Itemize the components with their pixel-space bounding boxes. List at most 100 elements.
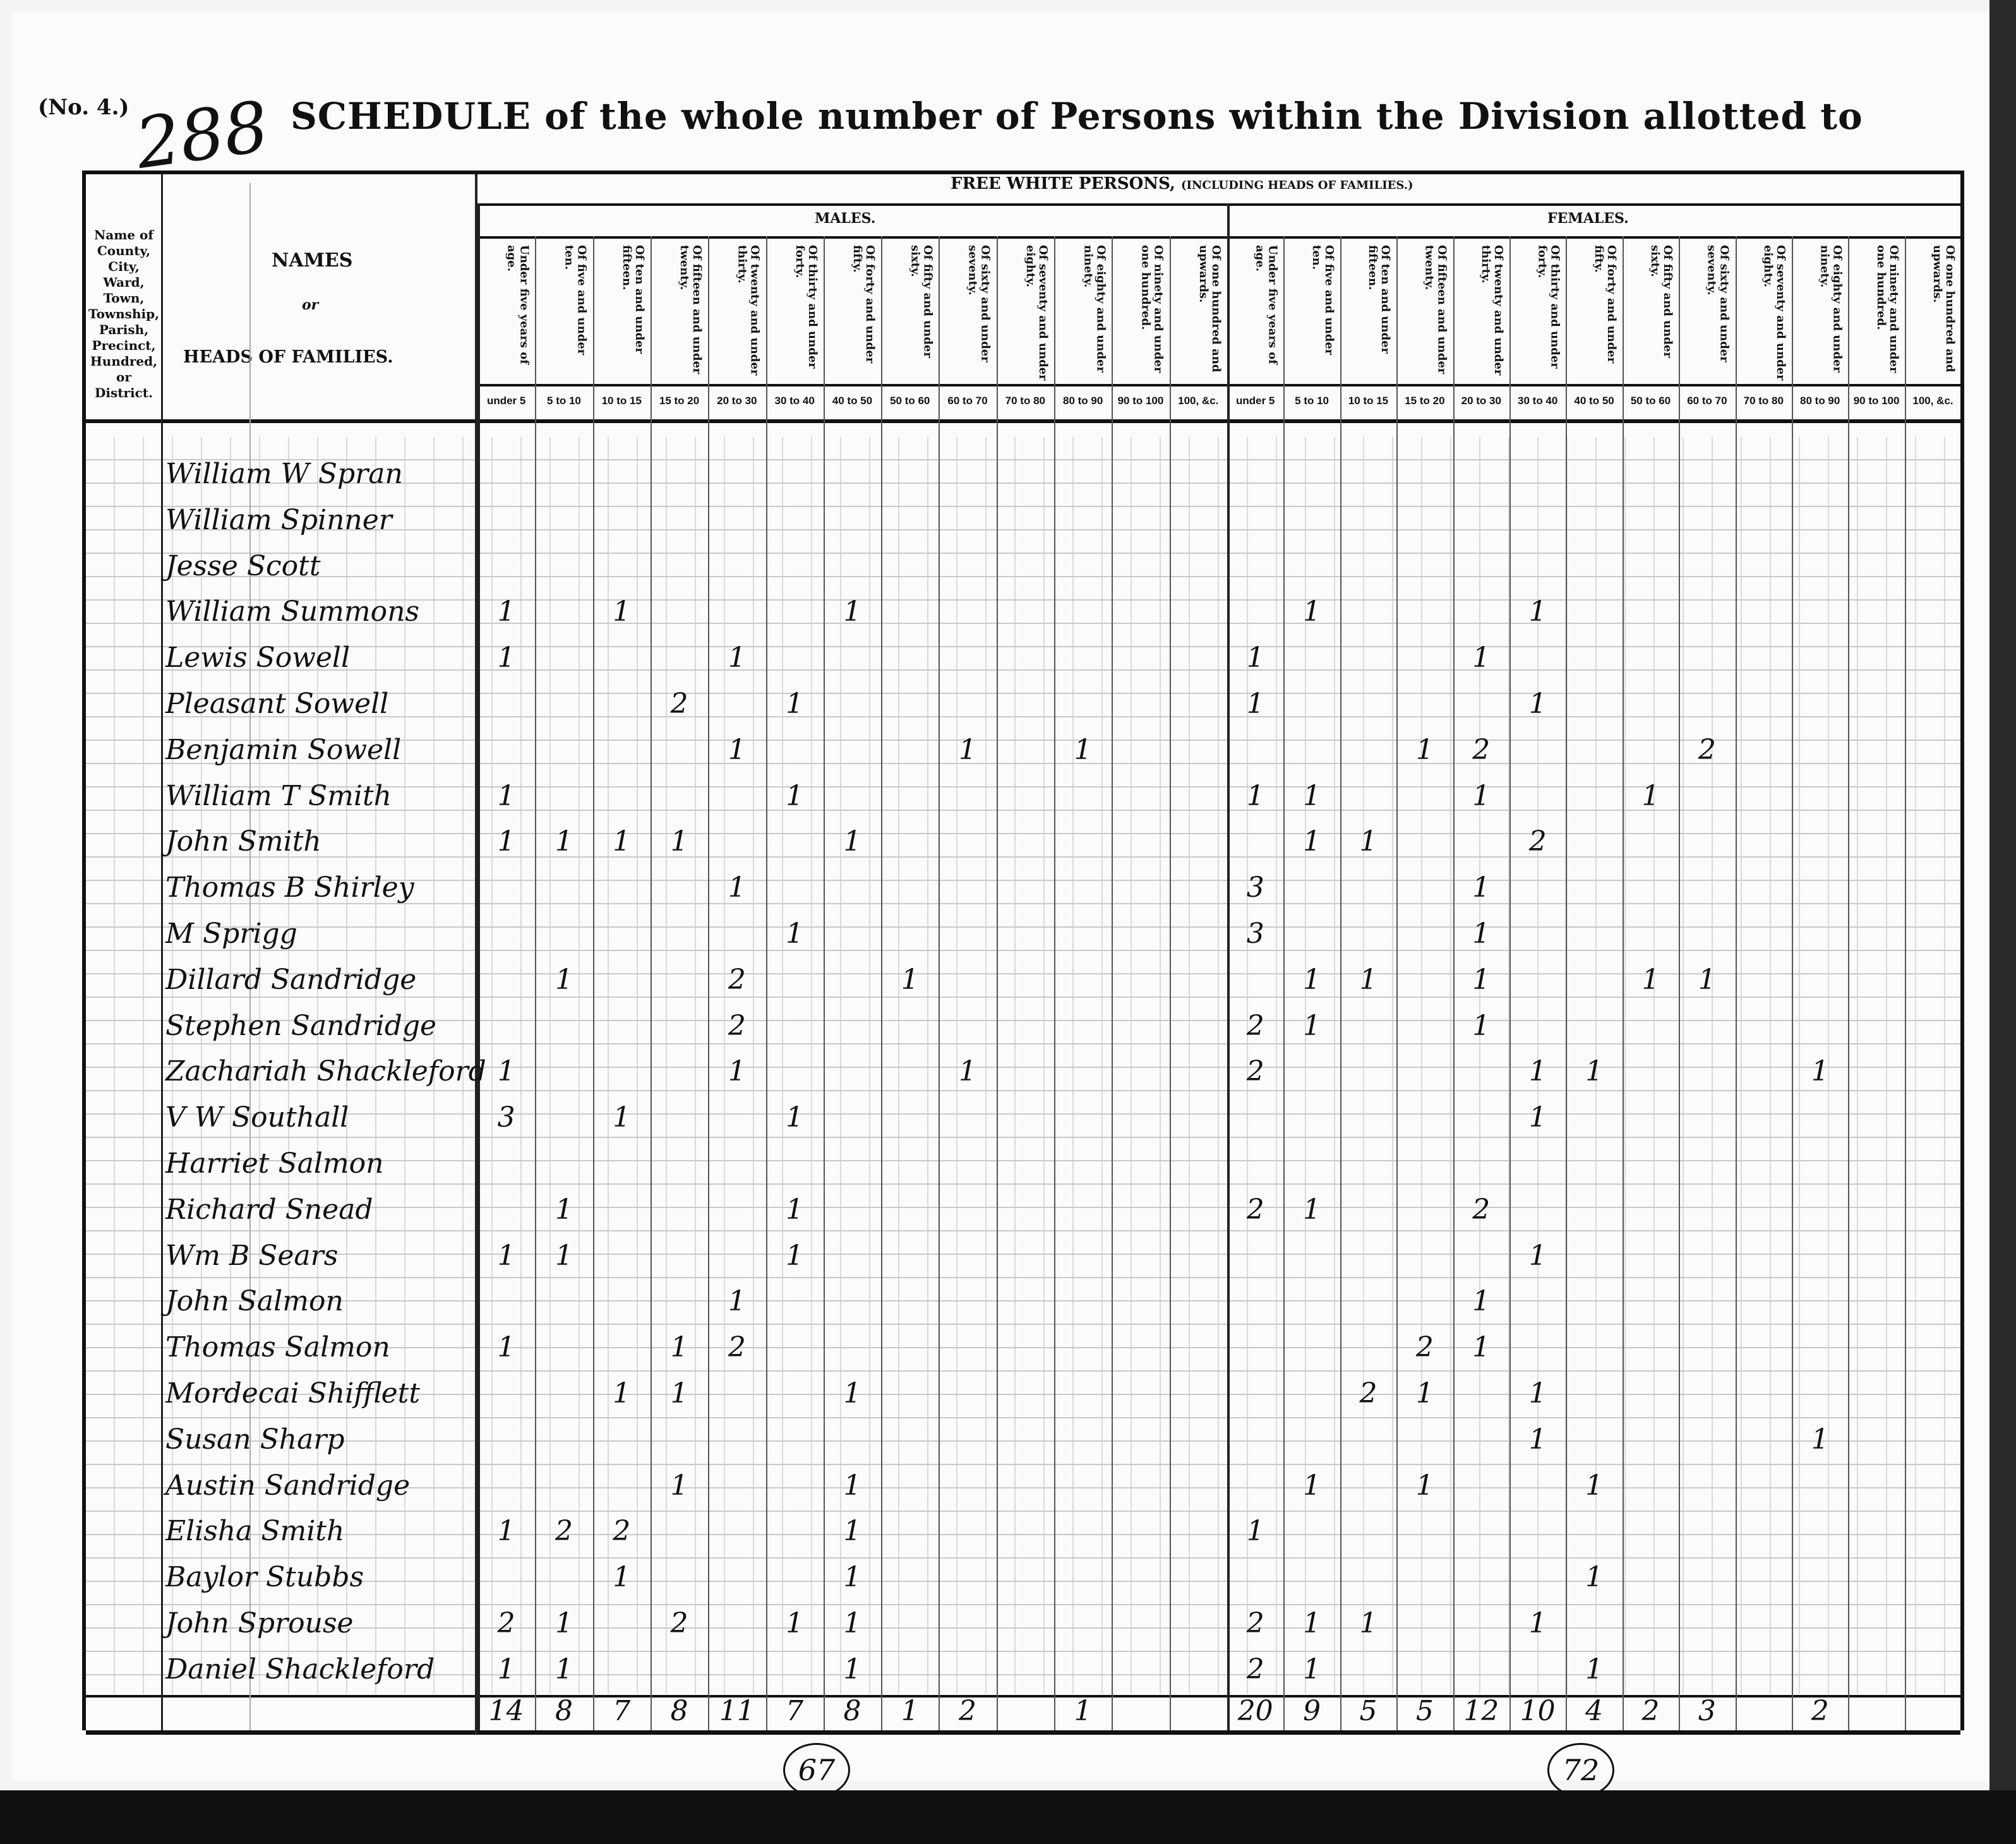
males-count-cell: 1 bbox=[786, 779, 804, 812]
females-count-cell: 1 bbox=[1585, 1055, 1604, 1088]
females-count-cell: 1 bbox=[1641, 963, 1660, 996]
females-age-column-label: Of thirty and under forty. bbox=[1535, 245, 1562, 369]
females-count-cell: 2 bbox=[1246, 1055, 1264, 1088]
females-count-cell: 2 bbox=[1528, 825, 1547, 858]
females-age-column-label: Of one hundred and upwards. bbox=[1931, 245, 1957, 373]
females-age-range-label: 70 to 80 bbox=[1743, 395, 1784, 407]
county-column-label: Name of County, City, Ward, Town, Townsh… bbox=[88, 227, 160, 400]
males-count-cell: 1 bbox=[670, 825, 688, 858]
females-count-cell: 1 bbox=[1528, 1055, 1547, 1088]
males-count-cell: 1 bbox=[613, 1101, 631, 1134]
males-column-total: 14 bbox=[488, 1695, 524, 1727]
females-count-cell: 1 bbox=[1246, 688, 1264, 720]
females-age-range-label: 50 to 60 bbox=[1630, 395, 1671, 407]
males-count-cell: 1 bbox=[670, 1377, 688, 1410]
females-column-total: 5 bbox=[1359, 1695, 1377, 1727]
county-column-divider bbox=[161, 174, 163, 1730]
head-of-family-name: Wm B Sears bbox=[165, 1239, 339, 1272]
males-count-cell: 1 bbox=[670, 1469, 688, 1502]
females-count-cell: 1 bbox=[1472, 1009, 1491, 1042]
females-count-cell: 1 bbox=[1303, 1469, 1321, 1502]
column-divider bbox=[650, 236, 652, 1730]
column-divider bbox=[535, 236, 537, 1730]
column-divider bbox=[1112, 236, 1113, 1730]
females-count-cell: 1 bbox=[1811, 1423, 1829, 1456]
males-count-cell: 1 bbox=[901, 963, 919, 996]
males-age-column-label: Of one hundred and upwards. bbox=[1196, 245, 1223, 373]
head-of-family-name: Lewis Sowell bbox=[165, 642, 351, 674]
head-of-family-name: Stephen Sandridge bbox=[165, 1009, 437, 1042]
heads-of-families-label: HEADS OF FAMILIES. bbox=[183, 347, 393, 367]
females-age-range-label: 15 to 20 bbox=[1405, 395, 1445, 407]
head-of-family-name: Susan Sharp bbox=[165, 1423, 345, 1456]
males-count-cell: 1 bbox=[728, 1285, 746, 1318]
females-column-total: 2 bbox=[1811, 1695, 1829, 1727]
males-column-total: 8 bbox=[843, 1695, 861, 1727]
males-column-total: 7 bbox=[786, 1695, 804, 1727]
males-count-cell: 1 bbox=[555, 1607, 573, 1639]
females-count-cell: 1 bbox=[1303, 1009, 1321, 1042]
females-count-cell: 1 bbox=[1528, 1423, 1547, 1456]
head-of-family-name: William W Spran bbox=[165, 458, 403, 490]
males-count-cell: 1 bbox=[670, 1331, 688, 1364]
males-count-cell: 1 bbox=[555, 963, 573, 996]
males-count-cell: 1 bbox=[959, 733, 977, 766]
females-count-cell: 1 bbox=[1698, 963, 1716, 996]
female-grand-total: 72 bbox=[1547, 1743, 1614, 1797]
males-age-range-label: under 5 bbox=[486, 395, 526, 407]
females-column-total: 2 bbox=[1641, 1695, 1660, 1727]
head-of-family-name: V W Southall bbox=[165, 1101, 349, 1134]
column-divider bbox=[1622, 236, 1624, 1730]
females-count-cell: 1 bbox=[1303, 825, 1321, 858]
females-age-range-label: 100, &c. bbox=[1912, 395, 1953, 407]
males-count-cell: 1 bbox=[843, 1515, 861, 1548]
males-count-cell: 1 bbox=[786, 1193, 804, 1226]
head-of-family-name: Zachariah Shackleford bbox=[165, 1055, 486, 1088]
females-column-total: 20 bbox=[1237, 1695, 1273, 1727]
males-count-cell: 1 bbox=[728, 733, 746, 766]
females-count-cell: 1 bbox=[1359, 1607, 1377, 1639]
head-of-family-name: Mordecai Shifflett bbox=[165, 1377, 421, 1410]
totals-top-rule bbox=[86, 1695, 1960, 1697]
males-count-cell: 1 bbox=[843, 825, 861, 858]
band-divider bbox=[475, 203, 1960, 206]
females-column-total: 4 bbox=[1585, 1695, 1604, 1727]
females-count-cell: 1 bbox=[1528, 1377, 1547, 1410]
females-age-column-label: Of fifteen and under twenty. bbox=[1422, 245, 1449, 374]
females-count-cell: 2 bbox=[1246, 1009, 1264, 1042]
column-divider bbox=[1227, 203, 1230, 1730]
females-count-cell: 2 bbox=[1472, 733, 1491, 766]
females-age-range-label: 40 to 50 bbox=[1574, 395, 1614, 407]
males-age-range-label: 90 to 100 bbox=[1117, 395, 1164, 407]
males-age-column-label: Of eighty and under ninety. bbox=[1081, 245, 1108, 373]
or-label: or bbox=[302, 297, 319, 313]
females-age-range-label: 5 to 10 bbox=[1295, 395, 1329, 407]
females-age-column-label: Of five and under ten. bbox=[1309, 245, 1336, 356]
males-column-total: 2 bbox=[959, 1695, 977, 1727]
males-count-cell: 1 bbox=[497, 1055, 515, 1088]
males-age-column-label: Of seventy and under eighty. bbox=[1023, 245, 1050, 381]
males-age-range-label: 10 to 15 bbox=[601, 395, 642, 407]
names-subdivider bbox=[249, 183, 251, 1730]
females-count-cell: 1 bbox=[1415, 1469, 1434, 1502]
head-of-family-name: John Smith bbox=[165, 825, 321, 858]
females-age-column-label: Of ten and under fifteen. bbox=[1366, 245, 1393, 354]
females-count-cell: 1 bbox=[1528, 1101, 1547, 1134]
males-count-cell: 1 bbox=[613, 825, 631, 858]
males-count-cell: 1 bbox=[786, 1239, 804, 1272]
females-count-cell: 1 bbox=[1528, 1607, 1547, 1639]
females-count-cell: 1 bbox=[1472, 779, 1491, 812]
head-of-family-name: John Sprouse bbox=[165, 1607, 354, 1639]
males-count-cell: 2 bbox=[555, 1515, 573, 1548]
females-age-range-label: 30 to 40 bbox=[1518, 395, 1558, 407]
head-of-family-name: Daniel Shackleford bbox=[165, 1653, 435, 1685]
females-count-cell: 1 bbox=[1246, 779, 1264, 812]
males-age-column-label: Of fifteen and under twenty. bbox=[678, 245, 704, 374]
males-count-cell: 1 bbox=[843, 596, 861, 628]
females-count-cell: 1 bbox=[1811, 1055, 1829, 1088]
females-age-column-label: Of ninety and under one hundred. bbox=[1874, 245, 1900, 373]
names-column-divider bbox=[475, 174, 477, 1734]
females-heading: FEMALES. bbox=[1547, 210, 1629, 227]
column-divider bbox=[1054, 236, 1055, 1730]
males-age-range-label: 60 to 70 bbox=[947, 395, 988, 407]
